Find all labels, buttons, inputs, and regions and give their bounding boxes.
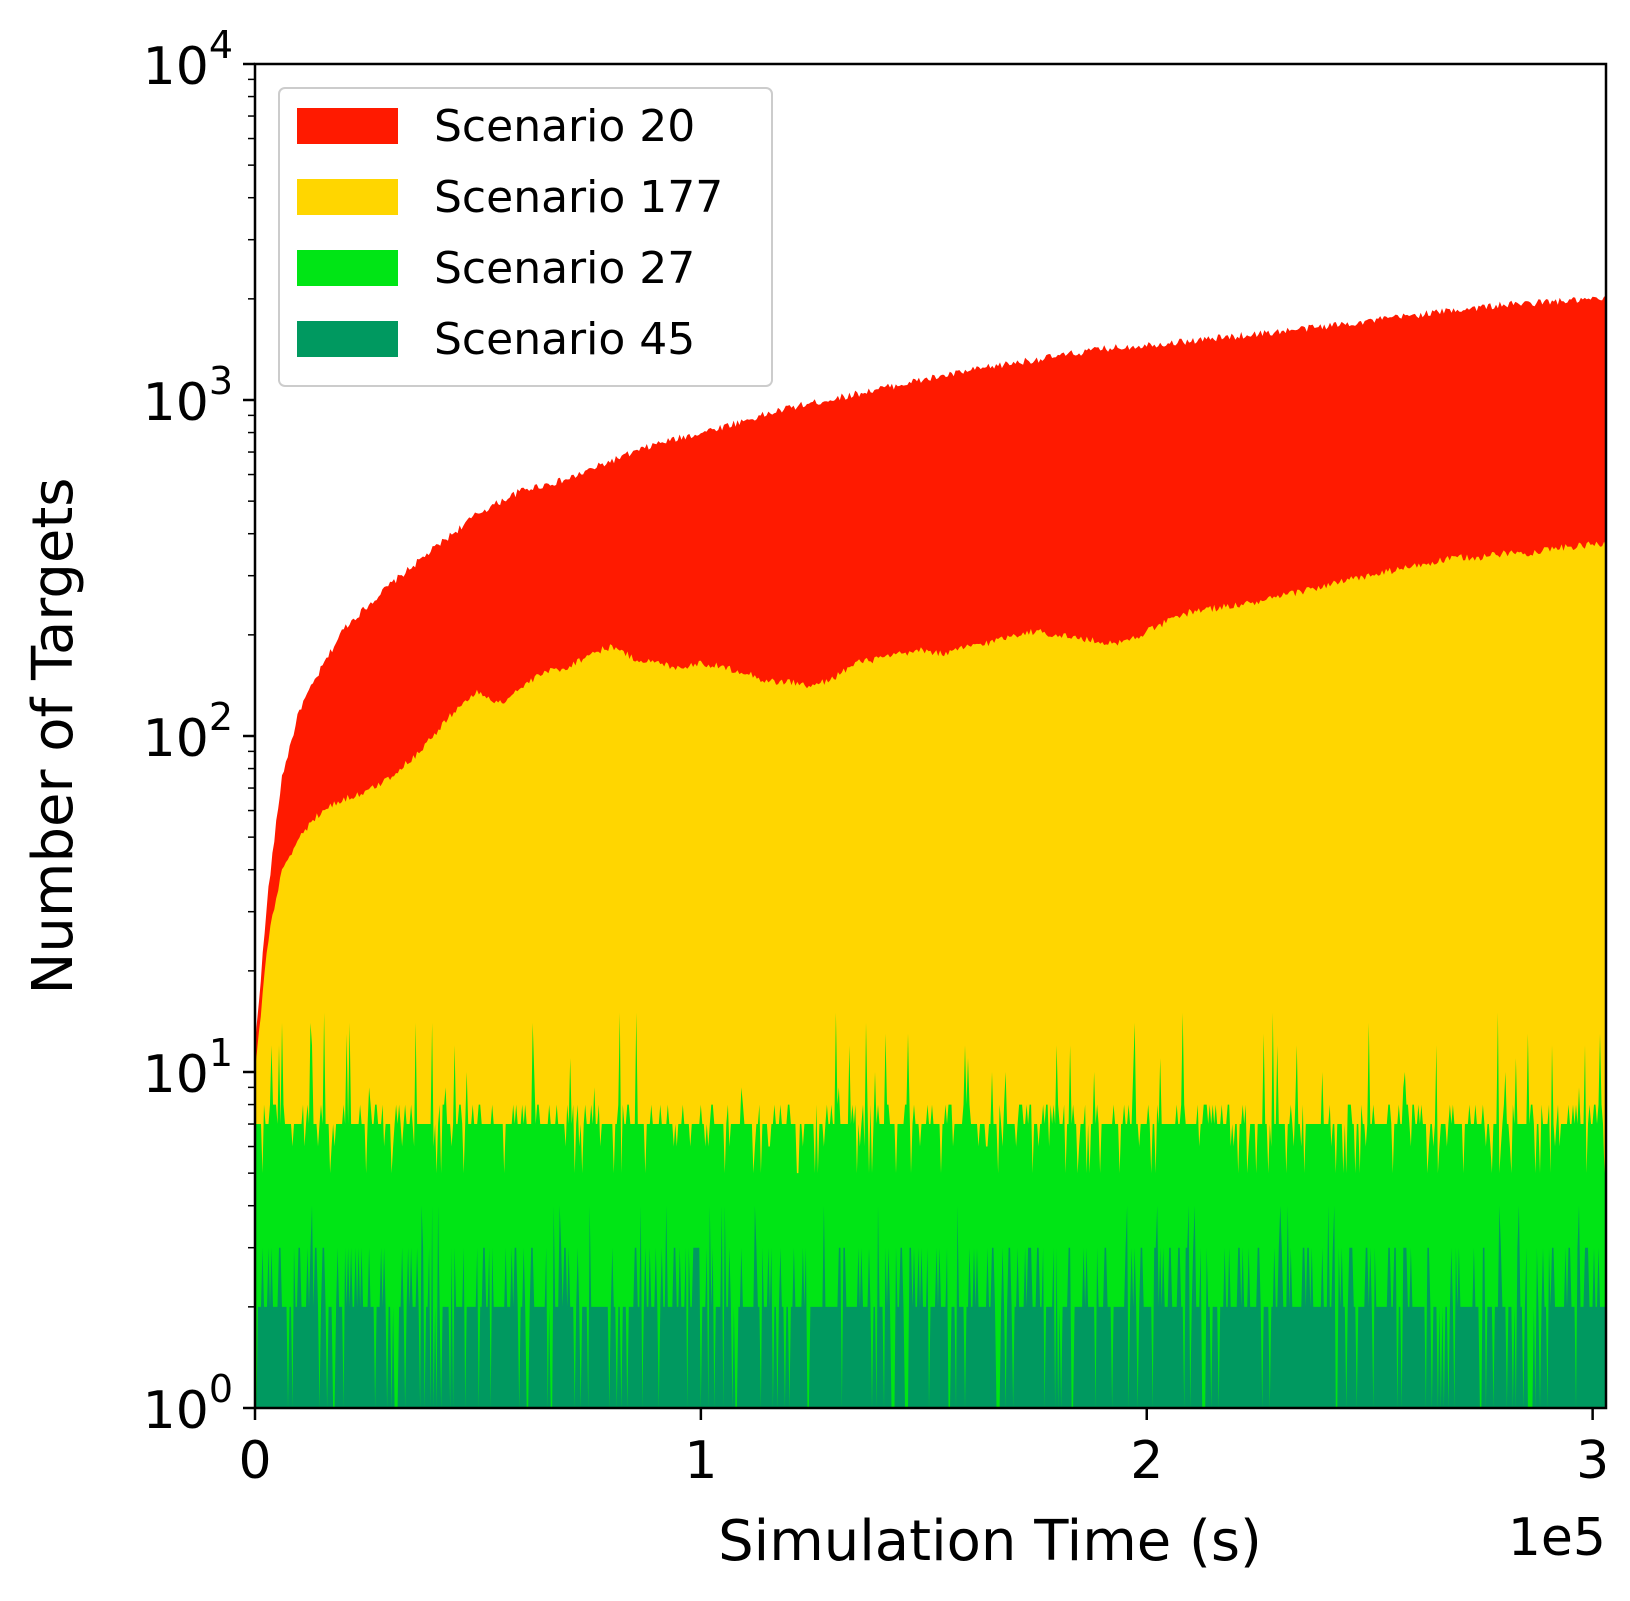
legend: Scenario 20 Scenario 177 Scenario 27 Scenar… (278, 87, 773, 387)
series-layer (255, 296, 1606, 1409)
y-axis-label: Number of Targets (21, 478, 86, 995)
legend-swatch (297, 108, 398, 144)
x-tick-label: 2 (1130, 1431, 1163, 1491)
legend-item-scenario-27: Scenario 27 (297, 243, 695, 294)
y-tick-label: 103 (143, 359, 233, 433)
y-tick-label: 100 (143, 1367, 233, 1441)
series-area-scenario-45 (255, 1205, 1606, 1408)
legend-items: Scenario 20 Scenario 177 Scenario 27 Scenar… (297, 101, 723, 365)
legend-label: Scenario 177 (434, 172, 723, 223)
x-offset-label: 1e5 (1508, 1508, 1606, 1568)
x-tick-label: 1 (684, 1431, 717, 1491)
legend-item-scenario-177: Scenario 177 (297, 172, 723, 223)
plot-area: 0 1 2 3 100 101 102 103 104 (143, 23, 1610, 1491)
y-tick-label: 104 (143, 23, 233, 97)
legend-swatch (297, 179, 398, 215)
legend-label: Scenario 27 (434, 243, 695, 294)
x-tick-label: 0 (238, 1431, 271, 1491)
legend-label: Scenario 20 (434, 101, 695, 152)
y-tick-label: 101 (143, 1031, 233, 1105)
legend-box (278, 87, 773, 387)
x-axis-label: Simulation Time (s) (718, 1509, 1262, 1574)
ticks-layer: 0 1 2 3 100 101 102 103 104 (143, 23, 1610, 1491)
legend-label: Scenario 45 (434, 314, 695, 365)
legend-swatch (297, 321, 398, 357)
legend-item-scenario-45: Scenario 45 (297, 314, 695, 365)
legend-swatch (297, 250, 398, 286)
legend-item-scenario-20: Scenario 20 (297, 101, 695, 152)
x-tick-label: 3 (1576, 1431, 1609, 1491)
y-tick-label: 102 (143, 695, 233, 769)
